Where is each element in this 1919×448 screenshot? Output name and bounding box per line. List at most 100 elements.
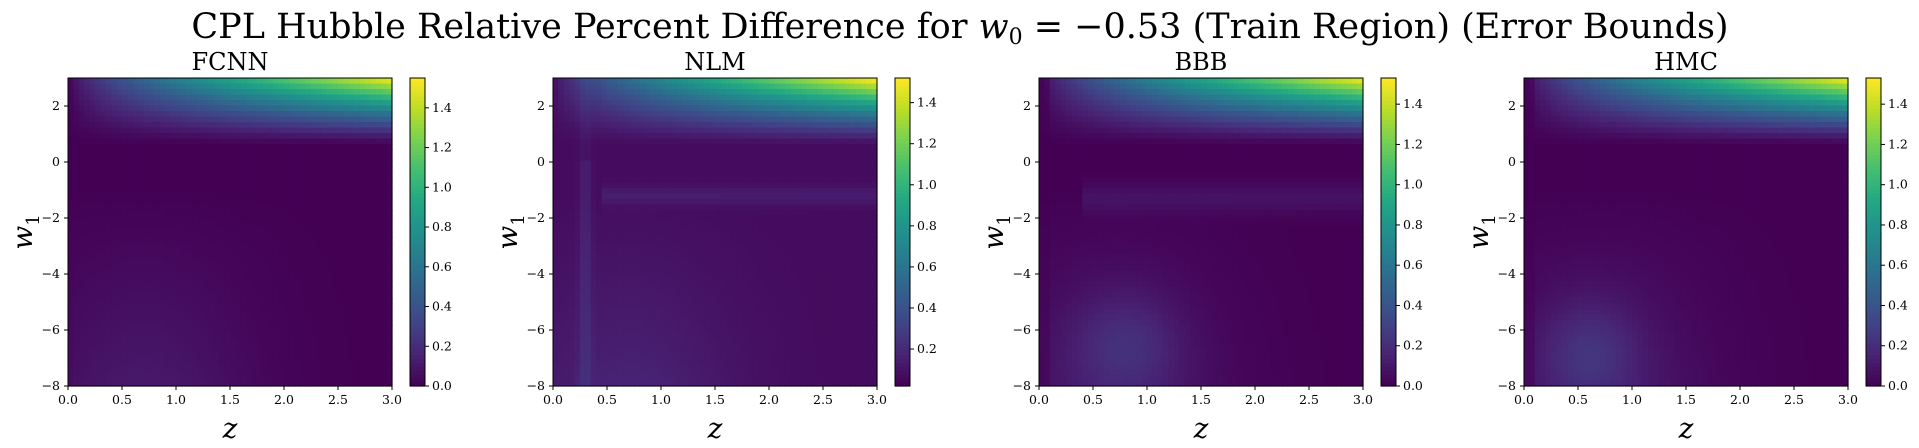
heatmap-cell [105, 127, 112, 134]
heatmap-cell [89, 204, 96, 211]
heatmap-cell [316, 353, 323, 360]
heatmap-cell [590, 144, 597, 151]
heatmap-cell [332, 160, 339, 167]
heatmap-cell [89, 116, 96, 123]
heatmap-cell [89, 155, 96, 162]
heatmap-cell [127, 215, 134, 222]
heatmap-cell [563, 314, 570, 321]
heatmap-cell [257, 270, 263, 277]
heatmap-cell [639, 204, 646, 211]
heatmap-cell [666, 171, 673, 178]
heatmap-cell [628, 199, 635, 206]
heatmap-cell [316, 309, 323, 316]
heatmap-cell [251, 100, 258, 107]
heatmap-cell [105, 358, 112, 365]
heatmap-cell [95, 254, 101, 261]
heatmap-cell [677, 210, 684, 217]
heatmap-cell [262, 358, 269, 365]
heatmap-cell [289, 265, 296, 272]
heatmap-cell [677, 325, 684, 332]
heatmap-cell [612, 342, 619, 349]
heatmap-cell [230, 243, 236, 250]
heatmap-cell [359, 347, 366, 354]
heatmap-cell [95, 89, 101, 96]
heatmap-cell [671, 160, 678, 167]
heatmap-cell [262, 160, 269, 167]
heatmap-cell [127, 144, 134, 151]
heatmap-cell [84, 149, 91, 156]
heatmap-cell [644, 221, 651, 228]
heatmap-cell [78, 325, 85, 332]
heatmap-cell [197, 105, 204, 112]
heatmap-cell [348, 320, 355, 327]
heatmap-cell [666, 232, 673, 239]
heatmap-cell [246, 320, 253, 327]
heatmap-cell [316, 144, 323, 151]
heatmap-cell [590, 83, 597, 90]
heatmap-cell [186, 298, 193, 305]
heatmap-cell [359, 83, 366, 90]
heatmap-cell [224, 243, 231, 250]
colorbar-step [410, 139, 425, 145]
heatmap-cell [246, 369, 253, 376]
heatmap-cell [634, 331, 640, 338]
heatmap-cell [677, 199, 684, 206]
heatmap-cell [278, 144, 285, 151]
heatmap-cell [192, 331, 199, 338]
heatmap-cell [644, 331, 651, 338]
heatmap-cell [143, 265, 150, 272]
heatmap-cell [311, 270, 317, 277]
heatmap-cell [688, 353, 694, 360]
heatmap-cell [197, 182, 204, 189]
heatmap-cell [612, 292, 619, 299]
heatmap-cell [375, 237, 382, 244]
heatmap-cell [354, 232, 361, 239]
heatmap-cell [338, 270, 344, 277]
heatmap-cell [639, 353, 646, 360]
heatmap-cell [585, 375, 592, 382]
heatmap-cell [612, 364, 619, 371]
heatmap-cell [332, 342, 339, 349]
heatmap-cell [138, 204, 145, 211]
heatmap-cell [365, 309, 371, 316]
heatmap-cell [590, 105, 597, 112]
heatmap-cell [127, 210, 134, 217]
heatmap-cell [132, 369, 139, 376]
heatmap-cell [590, 320, 597, 327]
heatmap-cell [644, 182, 651, 189]
heatmap-cell [671, 369, 678, 376]
heatmap-cell [321, 292, 328, 299]
heatmap-cell [176, 309, 182, 316]
heatmap-cell [574, 144, 581, 151]
heatmap-cell [278, 166, 285, 173]
heatmap-cell [262, 138, 269, 145]
heatmap-cell [634, 298, 640, 305]
heatmap-cell [332, 215, 339, 222]
heatmap-cell [278, 265, 285, 272]
heatmap-cell [122, 177, 128, 184]
heatmap-cell [105, 210, 112, 217]
heatmap-cell [89, 177, 96, 184]
heatmap-cell [688, 188, 694, 195]
heatmap-cell [186, 78, 193, 85]
heatmap-cell [553, 248, 559, 255]
heatmap-cell [386, 259, 393, 266]
heatmap-cell [661, 204, 667, 211]
heatmap-cell [73, 105, 80, 112]
heatmap-cell [365, 215, 371, 222]
heatmap-cell [381, 347, 388, 354]
heatmap-cell [122, 193, 128, 200]
heatmap-cell [132, 133, 139, 140]
heatmap-cell [294, 358, 301, 365]
heatmap-cell [203, 347, 209, 354]
heatmap-cell [111, 276, 118, 283]
heatmap-cell [375, 193, 382, 200]
heatmap-cell [262, 303, 269, 310]
heatmap-cell [558, 78, 565, 85]
heatmap-cell [294, 215, 301, 222]
heatmap-cell [267, 243, 274, 250]
heatmap-cell [224, 138, 231, 145]
heatmap-cell [251, 325, 258, 332]
heatmap-cell [219, 254, 226, 261]
heatmap-cell [89, 232, 96, 239]
